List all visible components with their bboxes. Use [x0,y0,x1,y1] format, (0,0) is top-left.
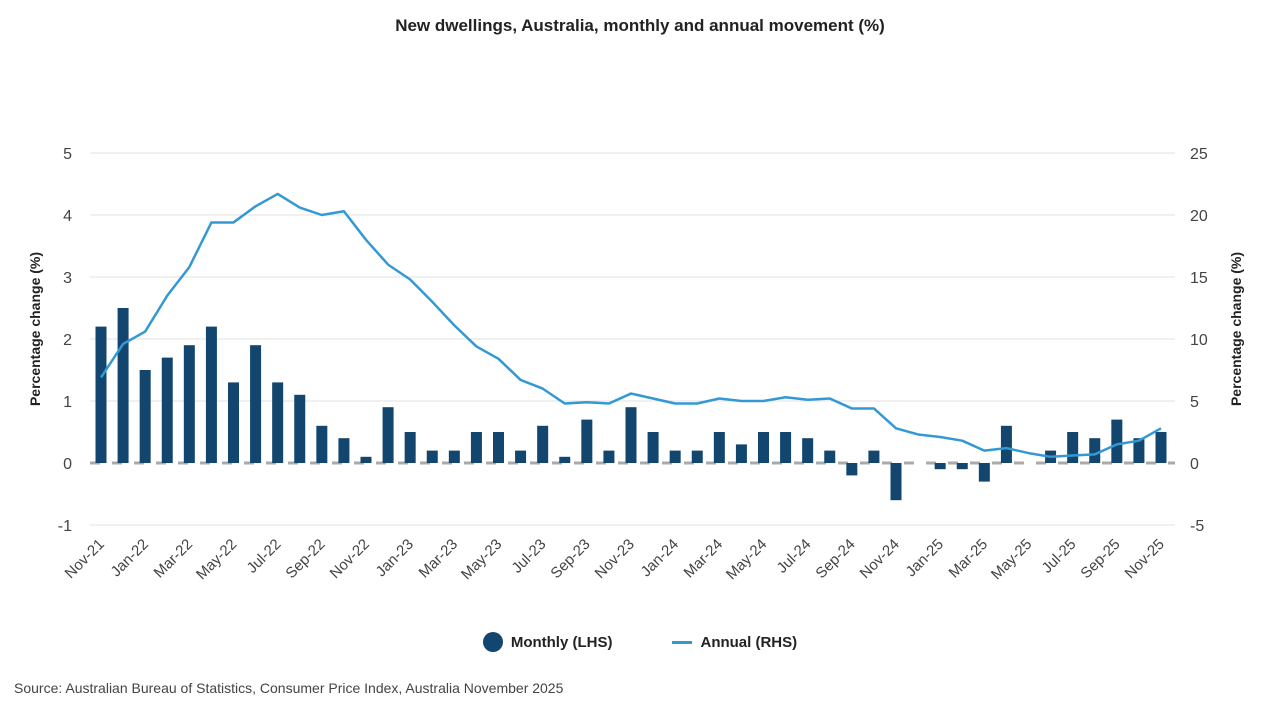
legend: Monthly (LHS) Annual (RHS) [0,632,1280,652]
x-tick-label: Nov-21 [62,536,108,582]
y2-tick-label: 25 [1190,146,1208,163]
bar-monthly-Aug-22 [294,394,306,463]
x-tick-label: May-24 [723,536,770,583]
x-tick-label: Jul-23 [509,536,550,577]
x-tick-label: Jan-24 [638,536,682,580]
bar-monthly-Apr-24 [735,444,747,463]
bar-monthly-Jan-22 [139,370,151,463]
bar-monthly-Feb-22 [161,357,173,463]
bar-monthly-Jul-25 [1067,432,1079,463]
y2-tick-label: 15 [1190,270,1208,287]
bar-monthly-Sep-25 [1111,419,1123,463]
bar-monthly-Mar-22 [183,345,195,463]
y-tick-label: 1 [63,394,72,411]
bar-monthly-May-24 [758,432,769,463]
y2-tick-label: 0 [1190,456,1199,473]
bar-monthly-Feb-25 [956,463,968,470]
x-tick-label: Mar-24 [681,536,727,582]
bar-monthly-Nov-21 [95,326,107,463]
source-note: Source: Australian Bureau of Statistics,… [14,680,564,696]
x-tick-label: Sep-23 [547,536,593,582]
x-tick-label: Mar-23 [416,536,462,582]
bar-monthly-Apr-25 [1000,425,1012,463]
bar-monthly-Feb-23 [426,450,438,463]
bar-monthly-Dec-21 [117,308,129,463]
bar-monthly-Jun-23 [515,450,527,463]
x-tick-label: Mar-22 [151,536,197,582]
y2-tick-label: 5 [1190,394,1199,411]
x-tick-label: May-22 [193,536,240,583]
bar-monthly-Oct-23 [603,450,615,463]
y-tick-label: 3 [63,270,72,287]
bar-monthly-Apr-22 [205,326,217,463]
x-tick-label: Sep-25 [1077,536,1123,582]
y2-tick-label: -5 [1190,518,1204,535]
y-axis-label: Percentage change (%) [27,252,43,406]
bar-monthly-Sep-23 [581,419,593,463]
legend-marker-annual [672,640,693,644]
bar-monthly-Nov-25 [1155,432,1167,463]
bar-monthly-Aug-23 [559,456,571,463]
y-tick-label: 0 [63,456,72,473]
y-tick-label: 5 [63,146,72,163]
legend-label-monthly: Monthly (LHS) [510,633,613,651]
y2-tick-label: 10 [1190,332,1208,349]
bar-monthly-May-23 [493,432,504,463]
bar-monthly-Jan-25 [934,463,946,470]
y2-tick-label: 20 [1190,208,1208,225]
x-tick-label: Sep-22 [282,536,328,582]
legend-item-annual[interactable]: Annual (RHS) [672,632,797,652]
bar-monthly-Jul-23 [537,425,549,463]
x-tick-label: Nov-25 [1122,536,1168,582]
x-tick-label: Nov-22 [327,536,373,582]
bar-monthly-Apr-23 [470,432,482,463]
bar-monthly-Jul-24 [802,438,814,463]
x-tick-label: Mar-25 [946,536,992,582]
x-tick-label: Jan-23 [373,536,417,580]
x-tick-label: Jul-22 [244,536,285,577]
bar-monthly-Jun-24 [780,432,792,463]
bar-monthly-Jun-22 [250,345,262,463]
y2-axis-label: Percentage change (%) [1228,252,1244,406]
bar-monthly-May-22 [228,382,239,463]
bar-monthly-Feb-24 [691,450,703,463]
bar-monthly-Jan-23 [404,432,416,463]
y-tick-label: 2 [63,332,72,349]
bar-monthly-Dec-22 [382,407,394,463]
bar-monthly-Jan-24 [669,450,681,463]
legend-label-annual: Annual (RHS) [700,633,798,651]
x-tick-label: Nov-24 [857,536,903,582]
x-tick-label: Jul-25 [1039,536,1080,577]
x-tick-label: Jul-24 [774,536,815,577]
x-tick-label: Nov-23 [592,536,638,582]
bar-monthly-Mar-25 [978,463,990,482]
bar-monthly-Mar-23 [448,450,460,463]
y-tick-label: -1 [58,518,72,535]
x-tick-label: May-25 [988,536,1035,583]
x-tick-label: Jan-22 [108,536,152,580]
x-tick-label: Sep-24 [812,536,858,582]
line-annual [99,192,1162,459]
x-tick-label: May-23 [458,536,505,583]
bar-monthly-Sep-22 [316,425,328,463]
bar-monthly-Dec-23 [647,432,659,463]
bar-monthly-Sep-24 [846,463,858,476]
bar-monthly-Oct-24 [868,450,880,463]
bar-monthly-Oct-25 [1133,438,1145,463]
bar-monthly-Nov-23 [625,407,637,463]
bar-monthly-Nov-24 [890,463,902,501]
bar-monthly-Jul-22 [272,382,284,463]
bar-monthly-Nov-22 [360,456,372,463]
y-tick-label: 4 [63,208,72,225]
x-tick-label: Jan-25 [903,536,947,580]
legend-marker-monthly [482,632,503,652]
bar-monthly-Aug-24 [824,450,836,463]
bar-monthly-Aug-25 [1089,438,1101,463]
bar-monthly-Mar-24 [713,432,725,463]
chart-title: New dwellings, Australia, monthly and an… [395,16,885,35]
legend-item-monthly[interactable]: Monthly (LHS) [482,632,613,652]
bar-monthly-Oct-22 [338,438,350,463]
